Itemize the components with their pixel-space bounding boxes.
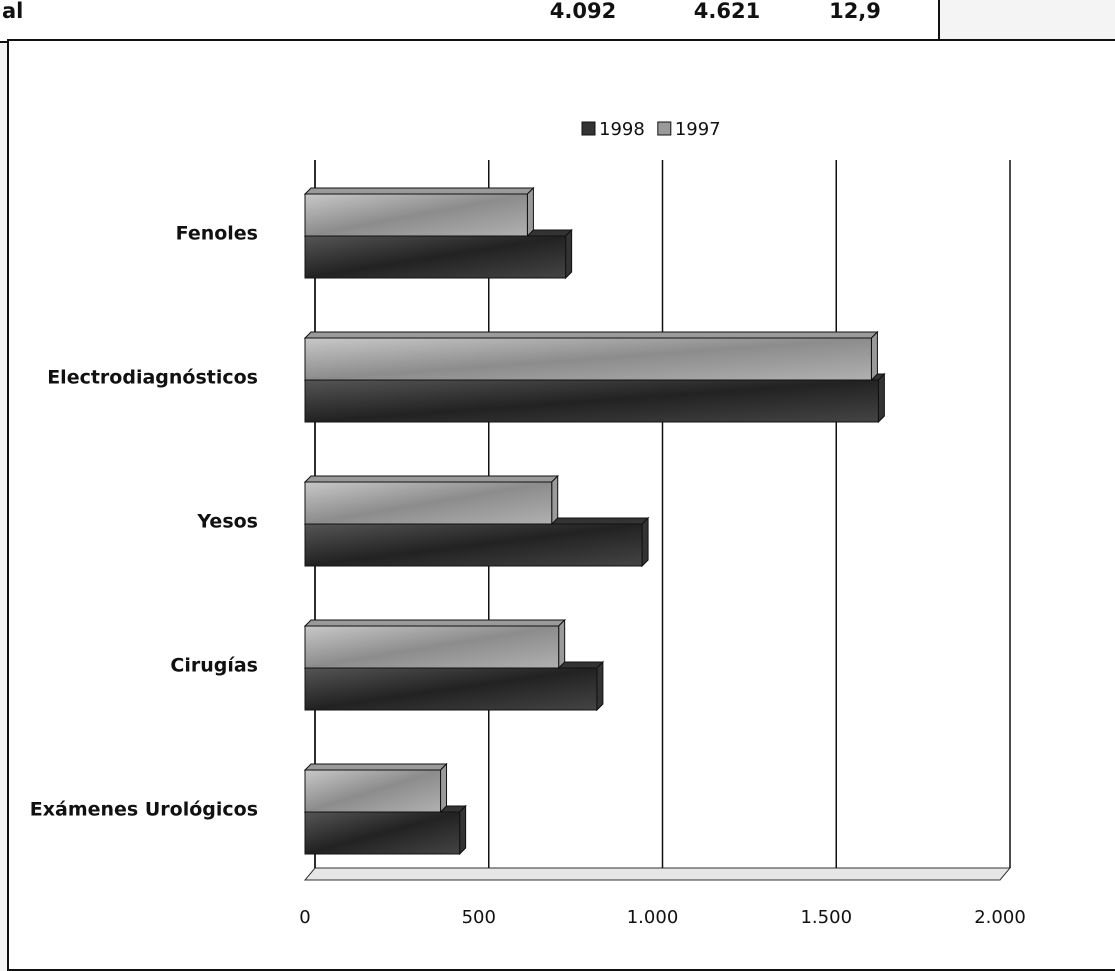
- x-tick-label: 2.000: [974, 907, 1026, 928]
- bar-top: [303, 763, 448, 771]
- legend-swatch: [581, 121, 596, 136]
- bar: [304, 379, 879, 423]
- category-label: Exámenes Urológicos: [30, 799, 258, 821]
- legend-label: 1998: [599, 119, 645, 140]
- table-cell: 12,9: [829, 0, 881, 23]
- x-tick-label: 0: [299, 907, 310, 928]
- bar-side: [551, 474, 559, 526]
- bar-side: [459, 804, 467, 856]
- table-cell: 4.092: [550, 0, 616, 23]
- bar-top: [303, 187, 535, 195]
- bar-side: [526, 186, 534, 238]
- bar: [304, 811, 461, 855]
- bar: [304, 193, 528, 237]
- bar: [304, 481, 553, 525]
- table-cell: al: [2, 0, 23, 23]
- x-tick-label: 1.500: [800, 907, 852, 928]
- bar-side: [870, 330, 878, 382]
- x-tick-label: 500: [462, 907, 496, 928]
- bar-side: [877, 372, 885, 424]
- bar-side: [596, 660, 604, 712]
- bar: [304, 769, 442, 813]
- category-label: Electrodiagnósticos: [47, 367, 258, 389]
- bar: [304, 625, 560, 669]
- category-label: Yesos: [196, 511, 258, 533]
- bar-side: [558, 618, 566, 670]
- table-strip: [0, 0, 940, 43]
- bar: [304, 523, 643, 567]
- bar-top: [303, 331, 879, 339]
- table-cell: 4.621: [694, 0, 760, 23]
- bar-side: [565, 228, 573, 280]
- chart-frame: [7, 39, 1115, 971]
- legend-swatch: [657, 121, 672, 136]
- bar: [304, 667, 598, 711]
- x-tick-label: 1.000: [627, 907, 679, 928]
- floor: [303, 867, 1012, 881]
- bar-top: [303, 619, 566, 627]
- bar-side: [641, 516, 649, 568]
- legend-label: 1997: [675, 119, 721, 140]
- bar: [304, 337, 872, 381]
- category-label: Fenoles: [176, 223, 258, 245]
- category-label: Cirugías: [170, 655, 258, 677]
- bar-side: [440, 762, 448, 814]
- bar-top: [303, 475, 559, 483]
- bar: [304, 235, 567, 279]
